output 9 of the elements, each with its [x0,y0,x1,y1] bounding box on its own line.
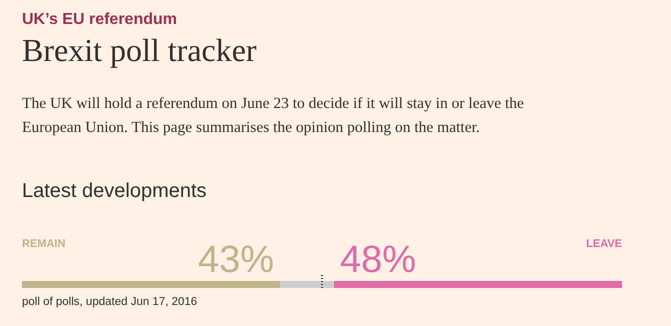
text: UK’s EU referendum [22,11,177,28]
chart-title: Brexit poll tracker [22,32,257,68]
text: REMAIN [22,238,66,250]
text: poll of polls, updated Jun 17, 2016 [22,296,198,308]
chart-subtitle: The UK will hold a referendum on June 23 to decide if it will stay in or leave the European Union. This page summarises the opinion polling on the matter. [22,95,524,136]
text: Latest developments [22,180,207,202]
text: LEAVE [586,238,622,250]
data-label: 48% [340,239,416,281]
data-label: 43% [198,239,274,281]
